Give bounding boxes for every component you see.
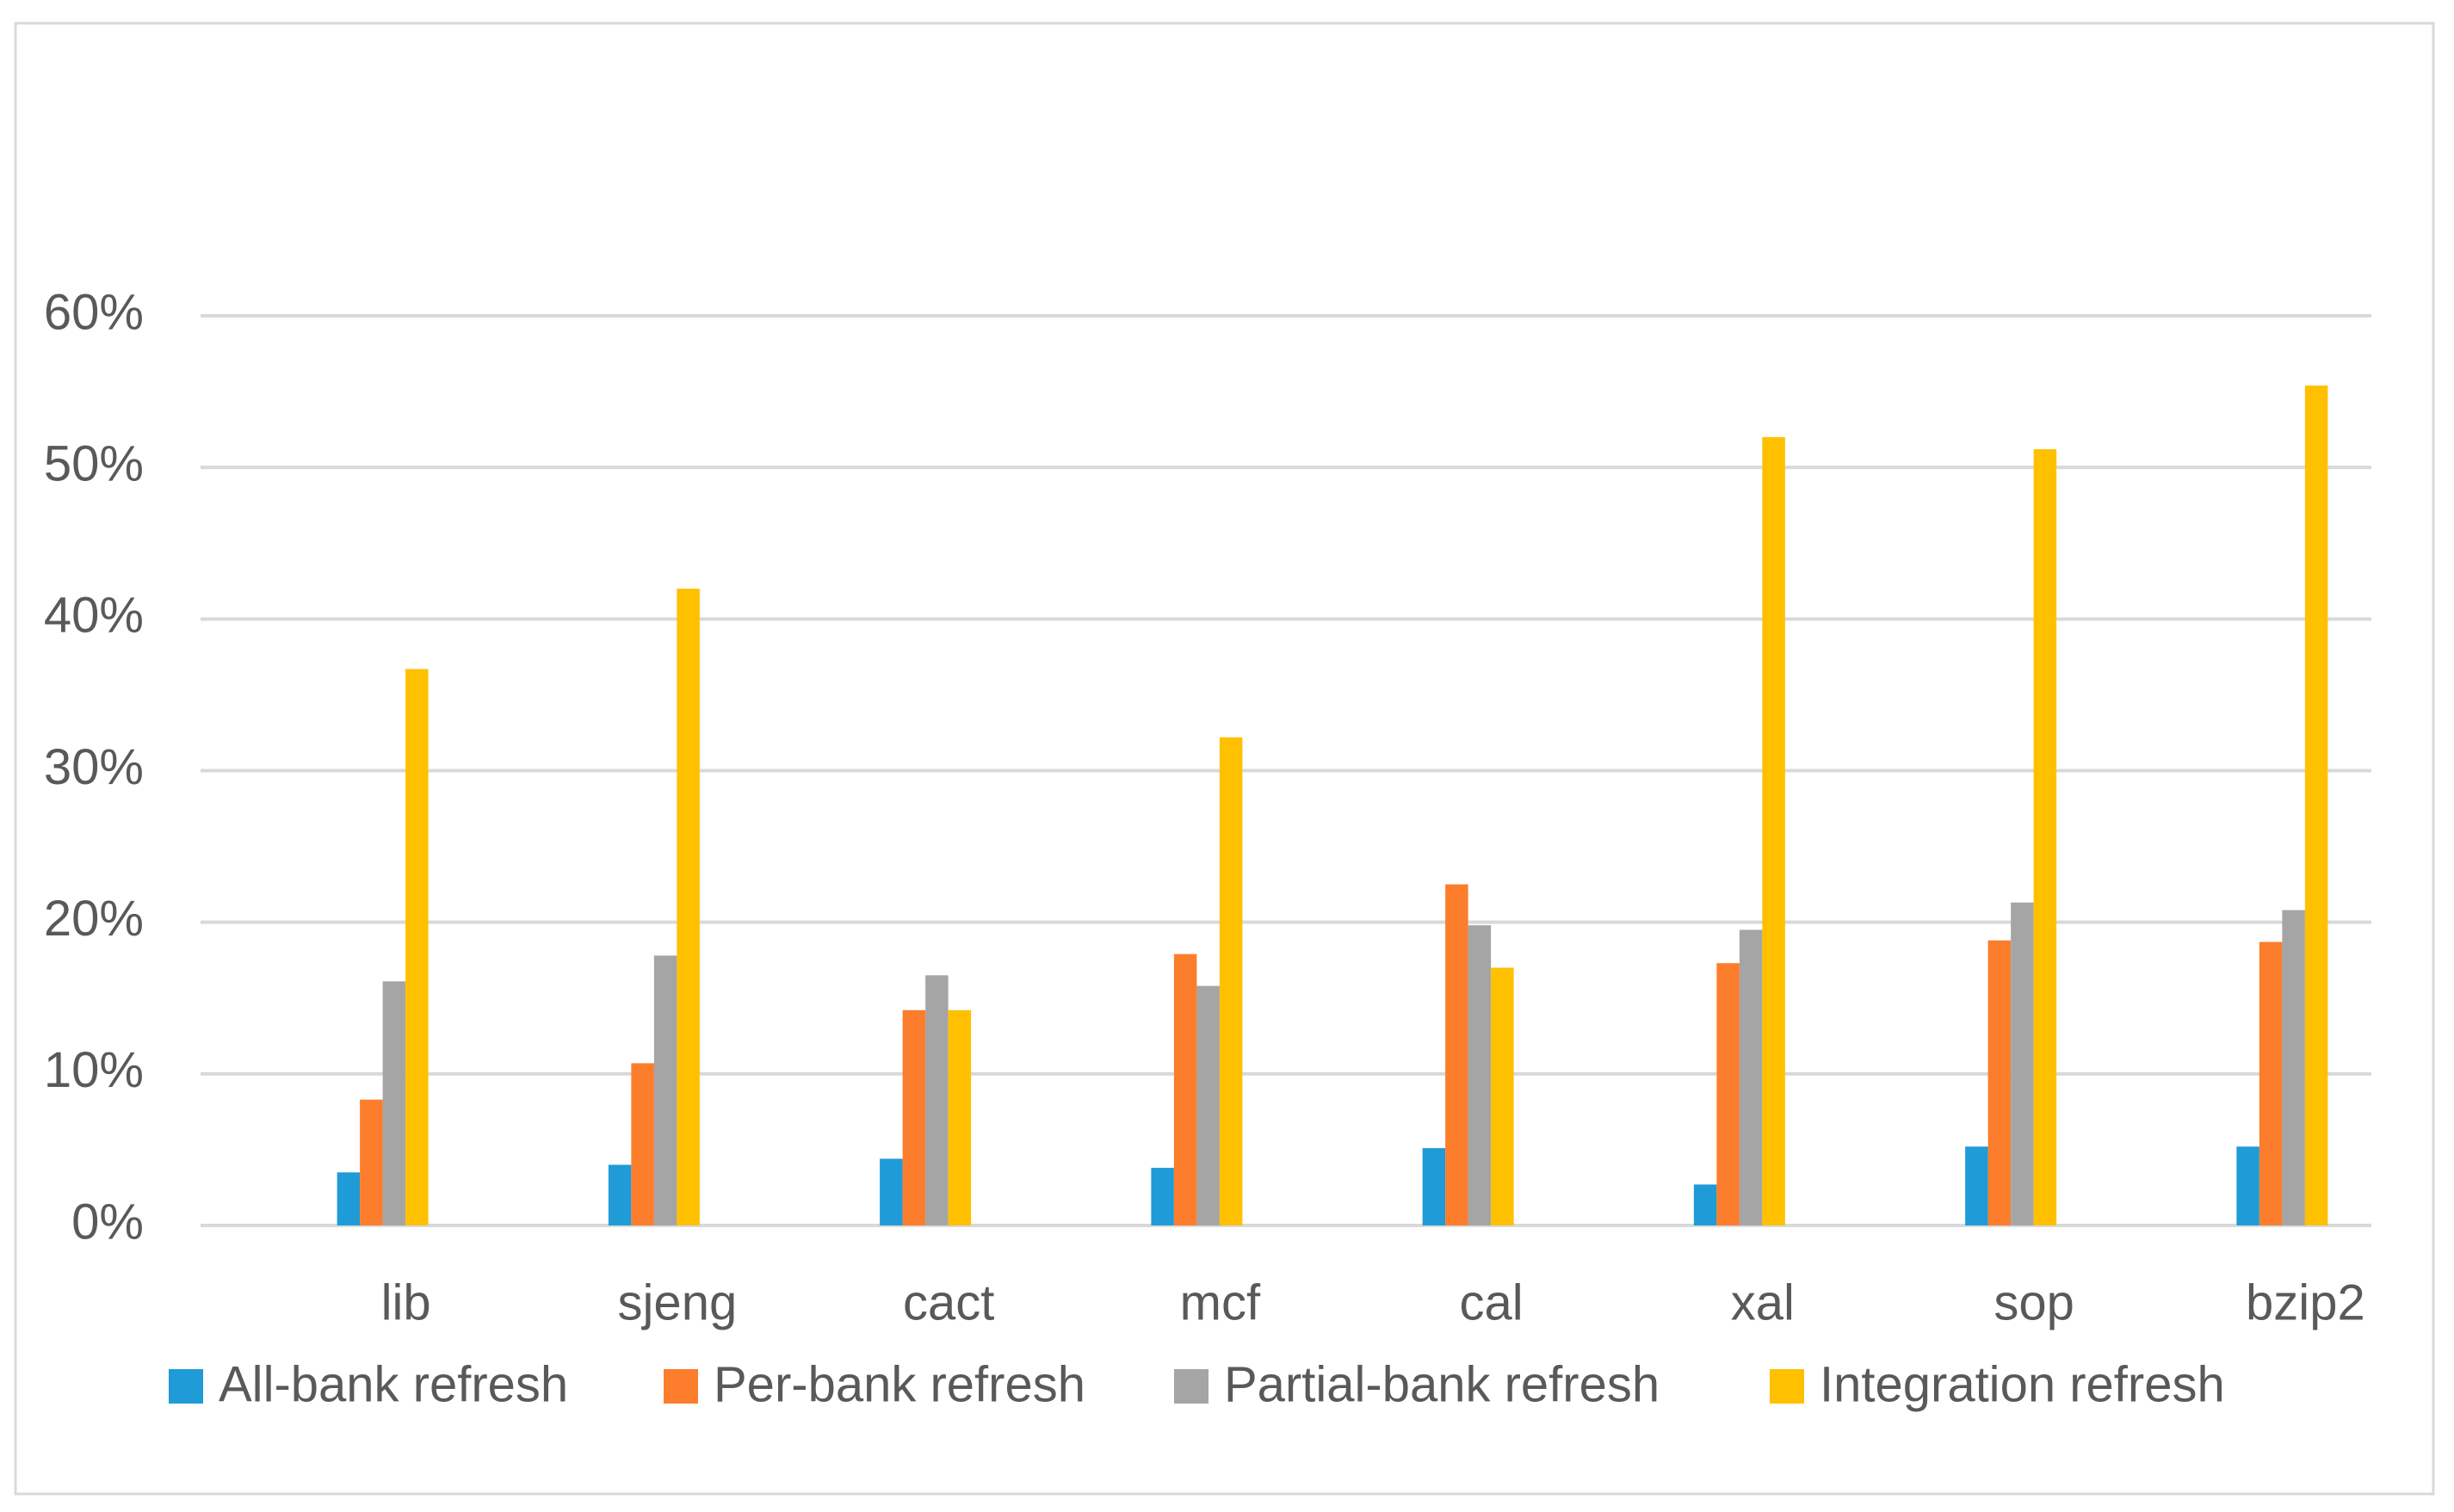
legend-label: Integration refresh	[1820, 1356, 2225, 1412]
x-tick-label: lib	[381, 1274, 431, 1330]
x-tick-label: sop	[1993, 1274, 2074, 1330]
bar	[1219, 737, 1243, 1225]
bar	[360, 1099, 383, 1225]
bar	[1739, 929, 1763, 1225]
bar	[2282, 910, 2305, 1225]
y-tick-label: 50%	[44, 435, 144, 491]
bar	[677, 589, 700, 1225]
bar	[2259, 941, 2283, 1225]
bar	[405, 669, 429, 1225]
bar	[1173, 953, 1197, 1225]
legend-label: All-bank refresh	[219, 1356, 568, 1412]
bar	[880, 1158, 903, 1225]
y-tick-label: 60%	[44, 284, 144, 340]
bar	[1693, 1184, 1717, 1225]
bar	[337, 1172, 361, 1225]
bar	[1491, 967, 1514, 1225]
bar	[925, 975, 949, 1225]
legend-swatch	[1770, 1369, 1804, 1404]
y-tick-label: 30%	[44, 739, 144, 795]
legend-label: Partial-bank refresh	[1224, 1356, 1660, 1412]
bar	[2033, 449, 2057, 1225]
legend-swatch	[664, 1369, 698, 1404]
x-tick-label: cact	[903, 1274, 994, 1330]
bar	[1422, 1148, 1446, 1225]
bar	[1196, 985, 1220, 1225]
bar	[1716, 963, 1740, 1225]
bar	[631, 1063, 654, 1225]
bar	[1151, 1168, 1174, 1225]
bar	[2236, 1146, 2259, 1225]
legend-swatch	[169, 1369, 203, 1404]
bar	[948, 1009, 972, 1225]
y-tick-label: 20%	[44, 891, 144, 947]
y-tick-label: 10%	[44, 1042, 144, 1098]
x-tick-label: sjeng	[618, 1274, 738, 1330]
bar	[902, 1009, 926, 1225]
bar	[1987, 940, 2012, 1225]
x-tick-label: xal	[1731, 1274, 1795, 1330]
bar	[1445, 884, 1468, 1225]
bar	[2011, 902, 2034, 1225]
y-tick-label: 0%	[71, 1194, 144, 1250]
bar	[653, 955, 677, 1225]
bar	[1468, 925, 1492, 1225]
x-tick-label: bzip2	[2246, 1274, 2365, 1330]
x-tick-label: cal	[1460, 1274, 1524, 1330]
bar	[608, 1164, 632, 1225]
bar	[1965, 1146, 1988, 1225]
bar	[1762, 436, 1785, 1225]
bar	[382, 981, 406, 1225]
legend-label: Per-bank refresh	[714, 1356, 1085, 1412]
y-tick-label: 40%	[44, 588, 144, 644]
x-tick-label: mcf	[1180, 1274, 1261, 1330]
bar	[2304, 386, 2328, 1226]
legend-swatch	[1174, 1369, 1208, 1404]
